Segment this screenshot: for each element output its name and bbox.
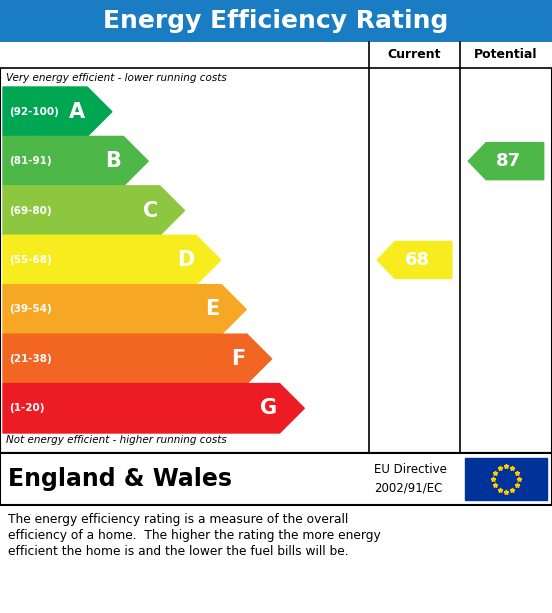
Polygon shape bbox=[3, 137, 148, 186]
Text: efficient the home is and the lower the fuel bills will be.: efficient the home is and the lower the … bbox=[8, 545, 349, 558]
Text: Potential: Potential bbox=[474, 48, 538, 61]
Text: E: E bbox=[205, 299, 220, 319]
Polygon shape bbox=[3, 284, 246, 334]
Text: (55-68): (55-68) bbox=[9, 255, 52, 265]
Polygon shape bbox=[3, 384, 304, 433]
Bar bbox=[0, 453, 552, 505]
Bar bbox=[0, 42, 552, 68]
Bar bbox=[0, 0, 552, 42]
Text: EU Directive: EU Directive bbox=[374, 463, 447, 476]
Polygon shape bbox=[3, 186, 184, 235]
Text: G: G bbox=[261, 398, 278, 418]
Text: F: F bbox=[231, 349, 245, 369]
Text: A: A bbox=[69, 102, 85, 122]
Text: (92-100): (92-100) bbox=[9, 107, 59, 116]
Bar bbox=[465, 458, 547, 500]
Text: England & Wales: England & Wales bbox=[8, 467, 232, 491]
Polygon shape bbox=[3, 87, 112, 137]
Text: 87: 87 bbox=[496, 152, 521, 170]
Polygon shape bbox=[3, 334, 272, 384]
Text: Very energy efficient - lower running costs: Very energy efficient - lower running co… bbox=[6, 73, 227, 83]
Text: Energy Efficiency Rating: Energy Efficiency Rating bbox=[103, 9, 449, 33]
Text: efficiency of a home.  The higher the rating the more energy: efficiency of a home. The higher the rat… bbox=[8, 529, 381, 542]
Text: B: B bbox=[105, 151, 121, 171]
Text: D: D bbox=[177, 250, 194, 270]
Text: (69-80): (69-80) bbox=[9, 205, 52, 216]
Polygon shape bbox=[3, 235, 221, 284]
Bar bbox=[0, 42, 552, 453]
Text: The energy efficiency rating is a measure of the overall: The energy efficiency rating is a measur… bbox=[8, 513, 348, 526]
Text: 2002/91/EC: 2002/91/EC bbox=[374, 482, 442, 495]
Text: (39-54): (39-54) bbox=[9, 305, 52, 314]
Text: C: C bbox=[142, 200, 158, 221]
Text: (21-38): (21-38) bbox=[9, 354, 52, 364]
Polygon shape bbox=[377, 242, 452, 278]
Text: (1-20): (1-20) bbox=[9, 403, 45, 413]
Text: (81-91): (81-91) bbox=[9, 156, 52, 166]
Polygon shape bbox=[468, 143, 544, 180]
Text: Current: Current bbox=[388, 48, 441, 61]
Text: Not energy efficient - higher running costs: Not energy efficient - higher running co… bbox=[6, 435, 227, 445]
Text: 68: 68 bbox=[405, 251, 429, 269]
